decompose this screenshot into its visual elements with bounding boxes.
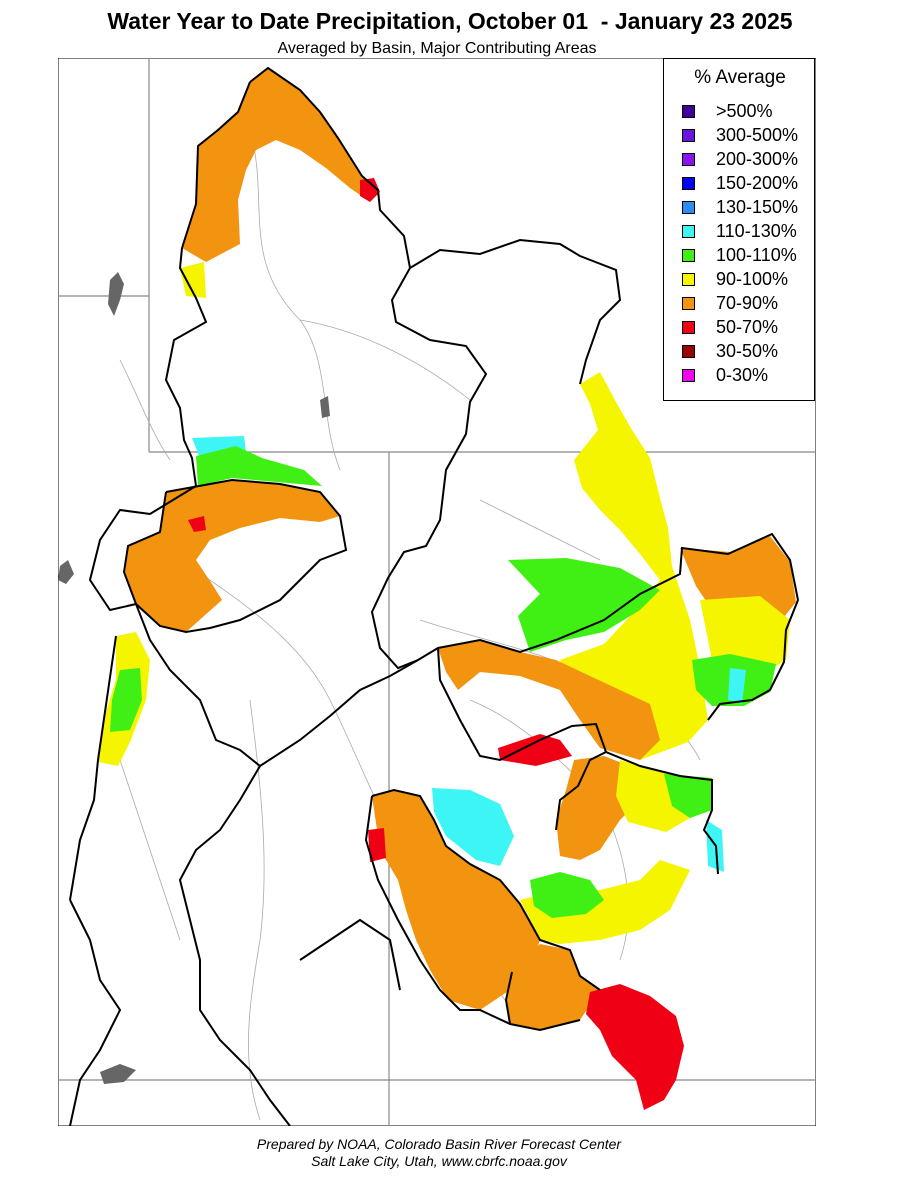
legend-swatch [682, 248, 695, 262]
legend-item: 90-100% [682, 268, 788, 290]
basin-100-110-sw [530, 872, 604, 918]
legend-item: 100-110% [682, 244, 797, 266]
basin-50-70-yampa [498, 734, 572, 766]
basin-50-70-sw [368, 828, 386, 862]
legend: % Average >500% 300-500% 200-300% 150-20… [663, 58, 815, 401]
legend-item: 50-70% [682, 316, 778, 338]
legend-swatch [682, 320, 695, 334]
basin-100-110-wsw [110, 668, 142, 732]
basin-70-90-sw [372, 790, 540, 1010]
legend-swatch [682, 200, 695, 214]
legend-label: 300-500% [716, 124, 799, 145]
basin-90-100-sw [520, 860, 690, 944]
legend-swatch [682, 344, 695, 358]
legend-label: 50-70% [716, 316, 779, 337]
basin-70-90-upper-green [124, 480, 340, 632]
legend-label: 30-50% [716, 340, 779, 361]
legend-item: 30-50% [682, 340, 778, 362]
legend-label: 90-100% [716, 268, 789, 289]
legend-label: 150-200% [716, 172, 799, 193]
basin-90-100-east [560, 372, 708, 760]
legend-item: 150-200% [682, 172, 798, 194]
legend-swatch [682, 224, 695, 238]
lakes [58, 272, 330, 1084]
legend-item: 70-90% [682, 292, 778, 314]
basin-100-110-east [508, 558, 660, 652]
basin-70-90-north [182, 68, 378, 262]
basin-110-130-gunnison [432, 788, 514, 866]
legend-swatch [682, 152, 695, 166]
legend-swatch [682, 296, 695, 310]
legend-item: 110-130% [682, 220, 797, 242]
basin-100-110-mid [196, 446, 322, 486]
basin-70-90-yampa [438, 640, 660, 760]
legend-label: >500% [716, 100, 773, 121]
legend-swatch [682, 368, 695, 382]
state-boundaries [58, 58, 816, 1126]
basin-100-110-gunnison [664, 774, 712, 818]
basin-boundaries [69, 66, 800, 1126]
map-subtitle: Averaged by Basin, Major Contributing Ar… [277, 40, 597, 57]
legend-label: 70-90% [716, 292, 779, 313]
legend-label: 0-30% [716, 364, 769, 385]
basin-50-70-north [360, 178, 380, 202]
legend-swatch [682, 176, 695, 190]
legend-item: 300-500% [682, 124, 798, 146]
legend-swatch [682, 104, 695, 118]
legend-item: 200-300% [682, 148, 798, 170]
legend-item: >500% [682, 100, 773, 122]
legend-label: 100-110% [716, 244, 797, 265]
legend-label: 110-130% [716, 220, 797, 241]
basin-110-130-ne [728, 668, 746, 704]
basin-50-70-green [188, 516, 206, 532]
basin-90-100-nw [180, 262, 206, 298]
legend-item: 130-150% [682, 196, 798, 218]
credit-line-1: Prepared by NOAA, Colorado Basin River F… [256, 1136, 622, 1152]
map-title: Water Year to Date Precipitation, Octobe… [107, 8, 793, 34]
basin-fills [98, 68, 796, 1110]
legend-label: 130-150% [716, 196, 799, 217]
credit-line-2: Salt Lake City, Utah, www.cbrfc.noaa.gov [311, 1153, 567, 1169]
basin-50-70-san-juan [586, 984, 684, 1110]
legend-label: 200-300% [716, 148, 799, 169]
basin-70-90-san-juan [506, 944, 600, 1030]
legend-swatch [682, 272, 695, 286]
legend-item: 0-30% [682, 364, 768, 386]
legend-title: % Average [694, 67, 786, 88]
legend-swatch [682, 128, 695, 142]
